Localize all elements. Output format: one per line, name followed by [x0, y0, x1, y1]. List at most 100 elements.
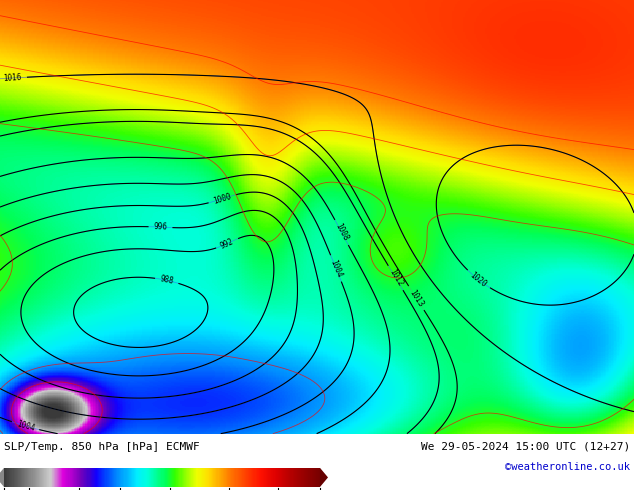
- Bar: [30, 468, 32, 487]
- Bar: [236, 468, 238, 487]
- Bar: [146, 468, 148, 487]
- Bar: [233, 468, 235, 487]
- Bar: [114, 468, 115, 487]
- Bar: [51, 468, 53, 487]
- Bar: [29, 468, 30, 487]
- Bar: [64, 468, 65, 487]
- Bar: [311, 468, 313, 487]
- Polygon shape: [320, 468, 328, 487]
- Bar: [268, 468, 269, 487]
- Bar: [108, 468, 110, 487]
- Bar: [254, 468, 256, 487]
- Bar: [228, 468, 229, 487]
- Bar: [94, 468, 95, 487]
- Bar: [121, 468, 122, 487]
- Bar: [172, 468, 173, 487]
- Bar: [297, 468, 298, 487]
- Bar: [138, 468, 139, 487]
- Bar: [260, 468, 261, 487]
- Bar: [267, 468, 268, 487]
- Bar: [96, 468, 97, 487]
- Bar: [39, 468, 40, 487]
- Bar: [43, 468, 44, 487]
- Bar: [34, 468, 35, 487]
- Bar: [57, 468, 58, 487]
- Bar: [11, 468, 13, 487]
- Bar: [118, 468, 119, 487]
- Bar: [20, 468, 21, 487]
- Bar: [168, 468, 169, 487]
- Bar: [5, 468, 6, 487]
- Bar: [148, 468, 149, 487]
- Text: 996: 996: [153, 222, 167, 232]
- Bar: [120, 468, 121, 487]
- Bar: [174, 468, 175, 487]
- Bar: [6, 468, 7, 487]
- Bar: [127, 468, 129, 487]
- Bar: [235, 468, 236, 487]
- Bar: [129, 468, 130, 487]
- Bar: [270, 468, 271, 487]
- Bar: [160, 468, 162, 487]
- Text: 992: 992: [219, 237, 235, 250]
- Bar: [301, 468, 302, 487]
- Bar: [150, 468, 151, 487]
- Bar: [307, 468, 308, 487]
- Bar: [119, 468, 120, 487]
- Bar: [303, 468, 304, 487]
- Bar: [251, 468, 252, 487]
- Bar: [225, 468, 226, 487]
- Bar: [290, 468, 292, 487]
- Bar: [313, 468, 314, 487]
- Bar: [73, 468, 74, 487]
- Bar: [221, 468, 222, 487]
- Bar: [200, 468, 202, 487]
- Bar: [103, 468, 105, 487]
- Bar: [162, 468, 164, 487]
- Bar: [263, 468, 264, 487]
- Bar: [152, 468, 153, 487]
- Bar: [269, 468, 270, 487]
- Bar: [230, 468, 231, 487]
- Bar: [42, 468, 43, 487]
- Bar: [186, 468, 187, 487]
- Bar: [188, 468, 189, 487]
- Bar: [41, 468, 42, 487]
- Bar: [18, 468, 19, 487]
- Bar: [308, 468, 309, 487]
- Bar: [32, 468, 34, 487]
- Bar: [98, 468, 99, 487]
- Bar: [275, 468, 276, 487]
- Bar: [281, 468, 282, 487]
- Bar: [205, 468, 206, 487]
- Bar: [167, 468, 168, 487]
- Bar: [19, 468, 20, 487]
- Bar: [131, 468, 132, 487]
- Bar: [264, 468, 265, 487]
- Bar: [136, 468, 137, 487]
- Bar: [265, 468, 266, 487]
- Bar: [74, 468, 75, 487]
- Bar: [245, 468, 246, 487]
- Bar: [112, 468, 113, 487]
- Bar: [280, 468, 281, 487]
- Bar: [115, 468, 116, 487]
- Bar: [222, 468, 223, 487]
- Bar: [248, 468, 249, 487]
- Text: 1004: 1004: [328, 258, 344, 279]
- Bar: [250, 468, 251, 487]
- Bar: [246, 468, 247, 487]
- Bar: [190, 468, 191, 487]
- Bar: [202, 468, 203, 487]
- Bar: [53, 468, 54, 487]
- Bar: [309, 468, 311, 487]
- Bar: [204, 468, 205, 487]
- Bar: [240, 468, 241, 487]
- Bar: [306, 468, 307, 487]
- Bar: [78, 468, 79, 487]
- Text: 1020: 1020: [469, 270, 488, 289]
- Bar: [283, 468, 284, 487]
- Bar: [213, 468, 214, 487]
- Bar: [192, 468, 193, 487]
- Bar: [198, 468, 200, 487]
